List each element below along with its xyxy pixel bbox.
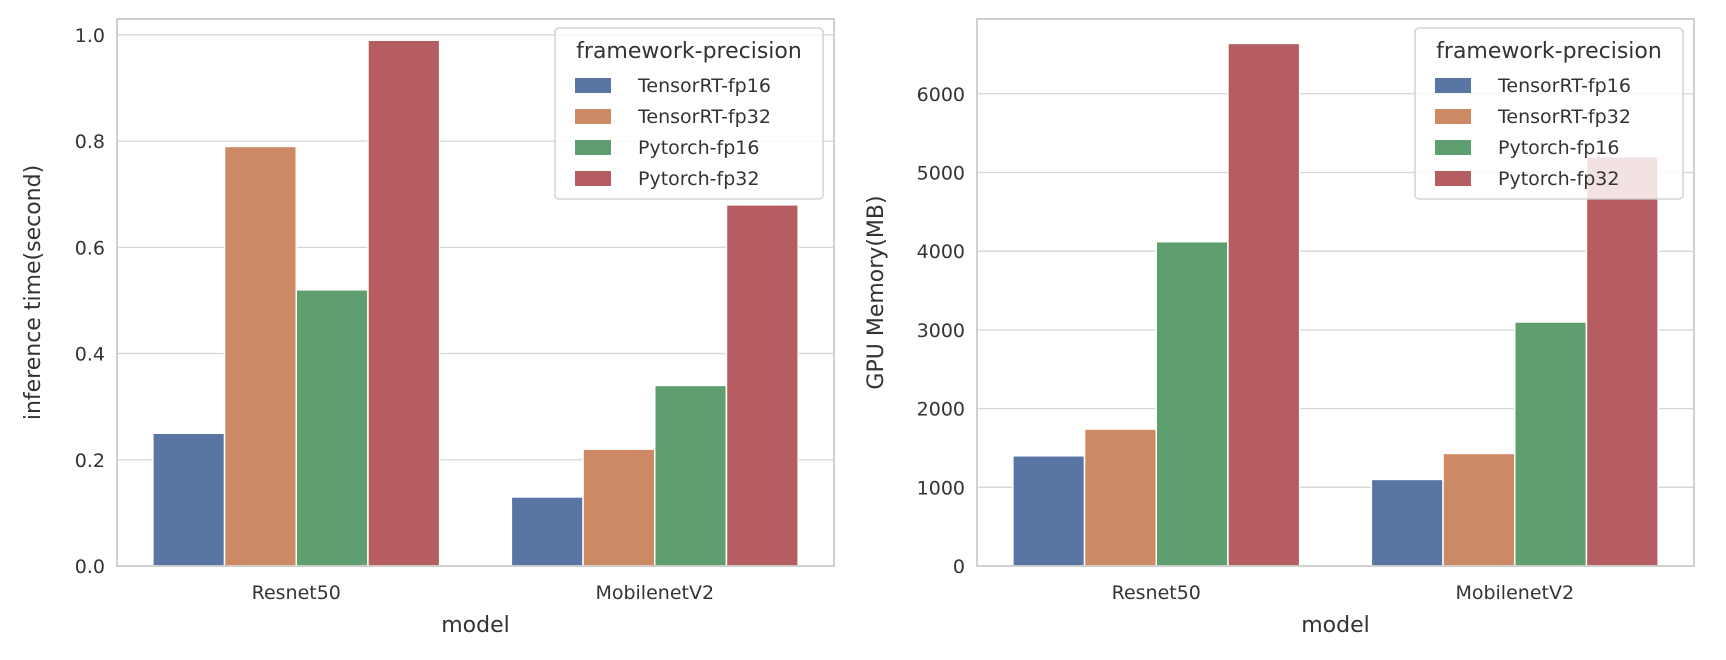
legend-swatch-tensorrt-fp16 bbox=[575, 78, 611, 93]
chart-panel-inference-time: 0.0 0.2 0.4 0.6 0.8 1.0 Resnet50 MobilenetV2 mod… bbox=[21, 18, 835, 638]
y-tick-label: 5000 bbox=[917, 162, 965, 184]
legend-box bbox=[554, 27, 824, 200]
legend-swatch-tensorrt-fp32 bbox=[575, 109, 611, 124]
chart-panel-gpu-memory: 0 1000 2000 3000 4000 5000 6000 Resnet50 Mobilen… bbox=[864, 18, 1695, 638]
bar-pytorch-fp16-resnet50 bbox=[1155, 240, 1229, 567]
plot-frame bbox=[976, 18, 1695, 567]
bar-tensorrt-fp32-resnet50 bbox=[1083, 428, 1158, 567]
legend-title: framework-precision bbox=[1436, 39, 1662, 64]
y-tick-label: 1000 bbox=[917, 477, 965, 499]
bar-pytorch-fp16-resnet50 bbox=[295, 289, 369, 567]
legend-swatch-pytorch-fp16 bbox=[575, 140, 611, 155]
y-tick-label: 1.0 bbox=[75, 25, 105, 47]
legend-swatch-pytorch-fp16 bbox=[1435, 140, 1471, 155]
legend-title: framework-precision bbox=[576, 39, 802, 64]
bar-tensorrt-fp16-mobilenetv2 bbox=[510, 496, 584, 567]
x-tick-label-resnet50: Resnet50 bbox=[1112, 582, 1201, 604]
bar-tensorrt-fp32-mobilenetv2 bbox=[582, 448, 656, 567]
x-axis-label: model bbox=[441, 613, 510, 638]
y-tick-label: 0.2 bbox=[75, 450, 105, 472]
legend-swatch-tensorrt-fp16 bbox=[1435, 78, 1471, 93]
bar-pytorch-fp16-mobilenetv2 bbox=[1514, 321, 1588, 567]
y-tick-label: 0.8 bbox=[75, 131, 105, 153]
x-tick-label-mobilenetv2: MobilenetV2 bbox=[595, 582, 714, 604]
legend-label-pytorch-fp32: Pytorch-fp32 bbox=[1498, 168, 1619, 190]
y-tick-label: 4000 bbox=[917, 241, 965, 263]
legend: framework-precision TensorRT-fp16 TensorRT… bbox=[1414, 27, 1684, 200]
y-tick-label: 3000 bbox=[917, 320, 965, 342]
bar-pytorch-fp32-resnet50 bbox=[1227, 42, 1301, 567]
legend-label-tensorrt-fp16: TensorRT-fp16 bbox=[1497, 75, 1631, 97]
legend: framework-precision TensorRT-fp16 TensorRT… bbox=[554, 27, 824, 200]
plot-frame bbox=[116, 18, 835, 567]
legend-swatch-pytorch-fp32 bbox=[1435, 171, 1471, 186]
legend-swatch-pytorch-fp32 bbox=[575, 171, 611, 186]
x-tick-label-mobilenetv2: MobilenetV2 bbox=[1455, 582, 1574, 604]
bar-tensorrt-fp16-mobilenetv2 bbox=[1370, 478, 1444, 567]
bar-tensorrt-fp32-mobilenetv2 bbox=[1442, 452, 1516, 567]
y-tick-label: 0.6 bbox=[75, 237, 105, 259]
x-tick-label-resnet50: Resnet50 bbox=[252, 582, 341, 604]
y-axis-label: inference time(second) bbox=[21, 165, 46, 420]
legend-label-pytorch-fp16: Pytorch-fp16 bbox=[638, 137, 759, 159]
legend-label-tensorrt-fp32: TensorRT-fp32 bbox=[1497, 106, 1631, 128]
bar-pytorch-fp32-mobilenetv2 bbox=[1585, 155, 1659, 567]
bar-pytorch-fp32-resnet50 bbox=[367, 39, 441, 567]
y-axis-label: GPU Memory(MB) bbox=[864, 195, 889, 389]
legend-label-pytorch-fp16: Pytorch-fp16 bbox=[1498, 137, 1619, 159]
legend-box bbox=[1414, 27, 1684, 200]
legend-label-tensorrt-fp32: TensorRT-fp32 bbox=[637, 106, 771, 128]
y-tick-label: 2000 bbox=[917, 399, 965, 421]
y-tick-label: 0 bbox=[953, 556, 965, 578]
bar-pytorch-fp32-mobilenetv2 bbox=[725, 204, 799, 567]
y-tick-label: 0.0 bbox=[75, 556, 105, 578]
x-axis-label: model bbox=[1301, 613, 1370, 638]
y-tick-label: 6000 bbox=[917, 84, 965, 106]
bar-tensorrt-fp16-resnet50 bbox=[1012, 455, 1086, 567]
bar-pytorch-fp16-mobilenetv2 bbox=[654, 384, 728, 567]
y-tick-label: 0.4 bbox=[75, 344, 105, 366]
bar-tensorrt-fp32-resnet50 bbox=[223, 145, 297, 567]
legend-swatch-tensorrt-fp32 bbox=[1435, 109, 1471, 124]
bar-tensorrt-fp16-resnet50 bbox=[152, 432, 226, 567]
legend-label-tensorrt-fp16: TensorRT-fp16 bbox=[637, 75, 771, 97]
legend-label-pytorch-fp32: Pytorch-fp32 bbox=[638, 168, 759, 190]
